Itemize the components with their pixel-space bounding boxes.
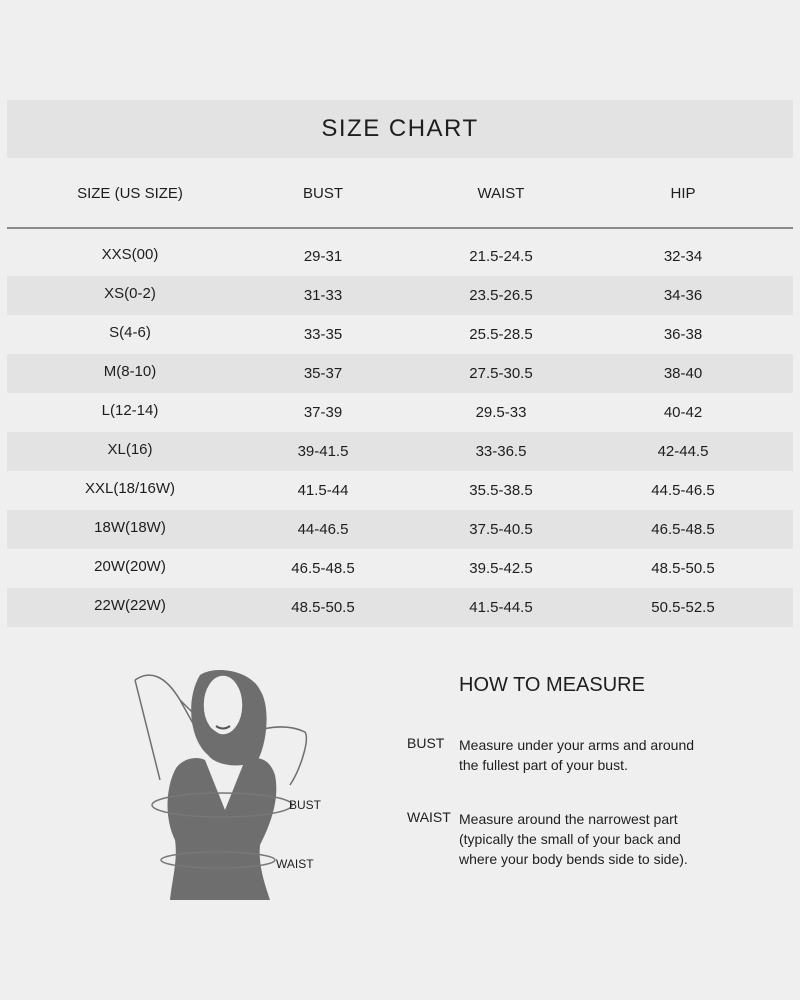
waist-cell: 25.5-28.5 <box>469 326 533 343</box>
table-row: XXS(00) 29-31 21.5-24.5 32-34 <box>7 237 793 276</box>
hip-cell: 48.5-50.5 <box>651 560 715 577</box>
hip-cell: 44.5-46.5 <box>651 482 715 499</box>
size-cell: M(8-10) <box>103 363 157 380</box>
hip-cell: 50.5-52.5 <box>651 599 715 616</box>
waist-cell: 21.5-24.5 <box>469 248 533 265</box>
table-row: 22W(22W) 48.5-50.5 41.5-44.5 50.5-52.5 <box>7 588 793 627</box>
table-row: M(8-10) 35-37 27.5-30.5 38-40 <box>7 354 793 393</box>
bust-cell: 35-37 <box>303 365 343 382</box>
table-header: SIZE (US SIZE) BUST WAIST HIP <box>0 185 800 205</box>
figure-bust-label: BUST <box>289 798 322 812</box>
hip-cell: 46.5-48.5 <box>651 521 715 538</box>
column-header-bust: BUST <box>302 185 343 202</box>
bust-cell: 31-33 <box>303 287 343 304</box>
measure-description: Measure under your arms and around the fu… <box>459 735 759 775</box>
size-cell: 22W(22W) <box>94 597 166 614</box>
size-cell: XXS(00) <box>101 246 159 263</box>
table-row: XXL(18/16W) 41.5-44 35.5-38.5 44.5-46.5 <box>7 471 793 510</box>
bust-cell: 41.5-44 <box>297 482 349 499</box>
bust-cell: 48.5-50.5 <box>291 599 355 616</box>
column-header-size: SIZE (US SIZE) <box>77 185 183 202</box>
bust-cell: 33-35 <box>303 326 343 343</box>
table-row: 18W(18W) 44-46.5 37.5-40.5 46.5-48.5 <box>7 510 793 549</box>
measure-description-line: Measure around the narrowest part <box>459 811 678 827</box>
woman-figure-icon <box>134 670 307 900</box>
measure-label: BUST <box>407 735 445 751</box>
table-row: XS(0-2) 31-33 23.5-26.5 34-36 <box>7 276 793 315</box>
waist-cell: 33-36.5 <box>475 443 527 460</box>
table-row: L(12-14) 37-39 29.5-33 40-42 <box>7 393 793 432</box>
measure-label: WAIST <box>407 809 451 825</box>
hip-cell: 38-40 <box>663 365 703 382</box>
hip-cell: 34-36 <box>663 287 703 304</box>
bust-cell: 29-31 <box>303 248 343 265</box>
how-to-measure-title: HOW TO MEASURE <box>459 674 645 696</box>
measure-description: Measure around the narrowest part (typica… <box>459 809 759 869</box>
table-row: XL(16) 39-41.5 33-36.5 42-44.5 <box>7 432 793 471</box>
size-cell: S(4-6) <box>109 324 151 341</box>
bust-cell: 39-41.5 <box>297 443 349 460</box>
size-cell: XL(16) <box>107 441 153 458</box>
measure-description-line: Measure under your arms and around <box>459 737 695 753</box>
bust-cell: 44-46.5 <box>297 521 349 538</box>
measure-description-line: where your body bends side to side). <box>459 851 688 867</box>
column-header-hip: HIP <box>670 185 696 202</box>
waist-cell: 23.5-26.5 <box>469 287 533 304</box>
title-band: SIZE CHART <box>7 100 793 158</box>
size-table: XXS(00) 29-31 21.5-24.5 32-34 XS(0-2) 31-33 23… <box>7 237 793 627</box>
measure-description-line: (typically the small of your back and <box>459 831 681 847</box>
bust-cell: 37-39 <box>303 404 343 421</box>
size-cell: XS(0-2) <box>104 285 156 302</box>
waist-cell: 27.5-30.5 <box>469 365 533 382</box>
hip-cell: 40-42 <box>663 404 703 421</box>
waist-cell: 39.5-42.5 <box>469 560 533 577</box>
hip-cell: 32-34 <box>663 248 703 265</box>
waist-cell: 41.5-44.5 <box>469 599 533 616</box>
size-cell: L(12-14) <box>101 402 159 419</box>
figure-waist-label: WAIST <box>276 857 314 871</box>
column-header-waist: WAIST <box>477 185 525 202</box>
hip-cell: 42-44.5 <box>657 443 709 460</box>
size-cell: XXL(18/16W) <box>84 480 176 497</box>
size-cell: 18W(18W) <box>94 519 166 536</box>
header-divider <box>7 227 793 229</box>
measurement-illustration: BUST WAIST <box>120 660 340 915</box>
hip-cell: 36-38 <box>663 326 703 343</box>
table-row: 20W(20W) 46.5-48.5 39.5-42.5 48.5-50.5 <box>7 549 793 588</box>
waist-cell: 35.5-38.5 <box>469 482 533 499</box>
table-row: S(4-6) 33-35 25.5-28.5 36-38 <box>7 315 793 354</box>
measure-description-line: the fullest part of your bust. <box>459 757 628 773</box>
size-cell: 20W(20W) <box>94 558 166 575</box>
bust-cell: 46.5-48.5 <box>291 560 355 577</box>
waist-cell: 29.5-33 <box>475 404 527 421</box>
page-title: SIZE CHART <box>321 115 479 142</box>
waist-cell: 37.5-40.5 <box>469 521 533 538</box>
